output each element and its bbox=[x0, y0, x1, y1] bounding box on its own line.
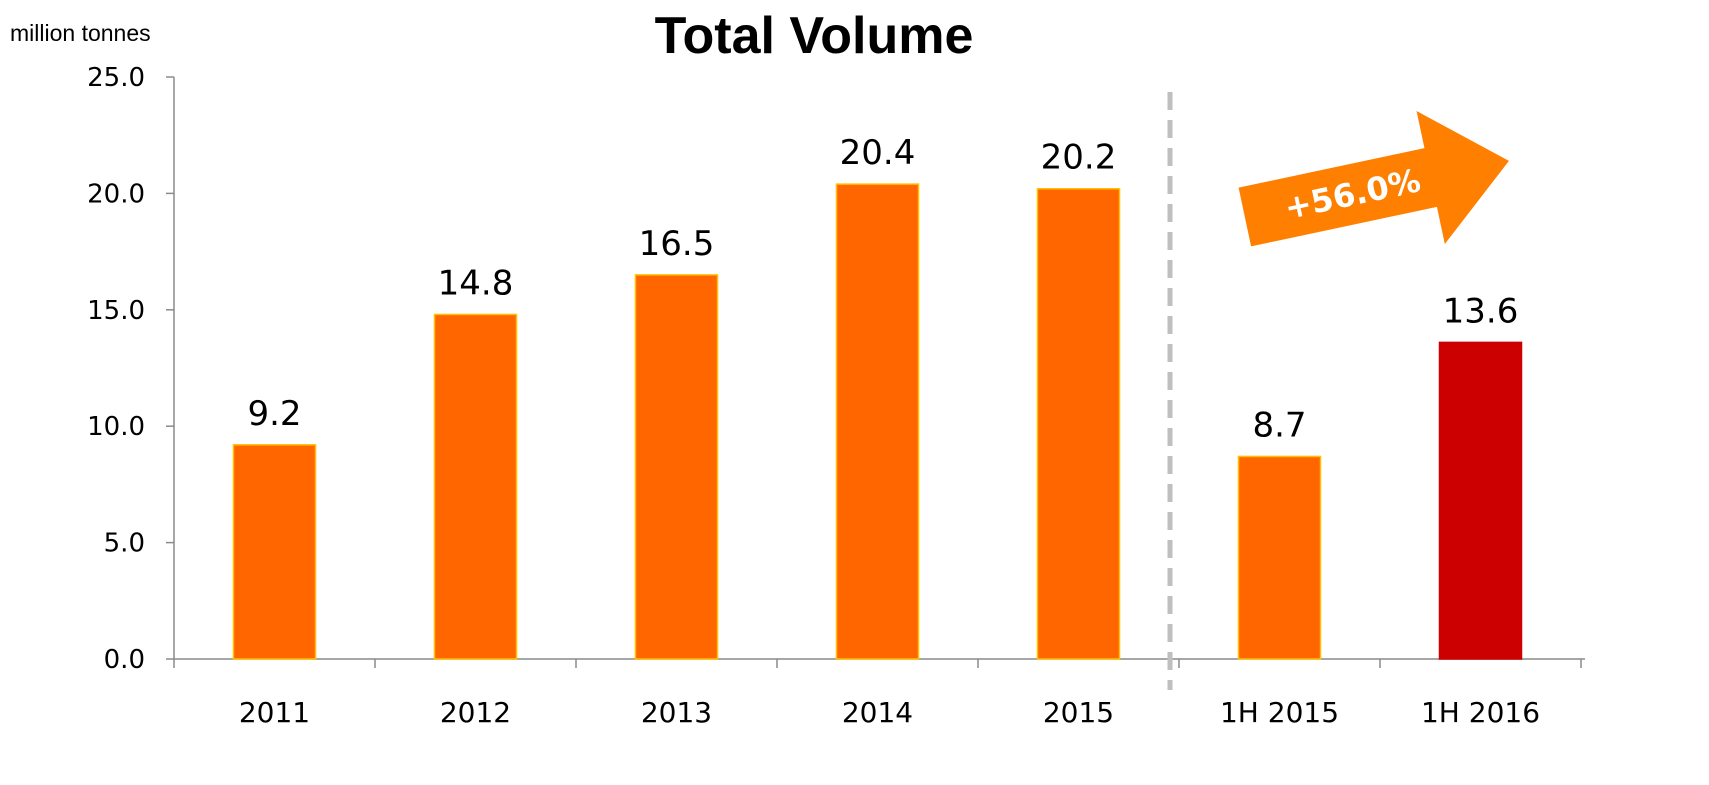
arrow-right-up-icon: +56.0% bbox=[1238, 111, 1509, 247]
bar-2014 bbox=[835, 183, 920, 660]
bar-1h-2015 bbox=[1237, 455, 1322, 660]
y-tick-label: 0.0 bbox=[104, 645, 145, 675]
x-tick-label: 2014 bbox=[842, 696, 913, 729]
data-label: 16.5 bbox=[639, 224, 715, 264]
data-label: 13.6 bbox=[1443, 291, 1519, 331]
y-tick-label: 25.0 bbox=[87, 63, 145, 93]
growth-arrow-shape bbox=[1238, 111, 1509, 247]
y-axis-unit-label: million tonnes bbox=[10, 20, 151, 46]
y-tick-label: 10.0 bbox=[87, 412, 145, 442]
bar-2011 bbox=[232, 444, 317, 660]
y-tick-label: 15.0 bbox=[87, 296, 145, 326]
data-label: 14.8 bbox=[438, 263, 514, 303]
chart-title: Total Volume bbox=[654, 7, 974, 65]
y-tick-label: 20.0 bbox=[87, 179, 145, 209]
x-tick-label: 1H 2016 bbox=[1421, 696, 1540, 729]
bar-2015 bbox=[1036, 187, 1121, 660]
bar-2012 bbox=[433, 313, 518, 660]
data-label: 20.2 bbox=[1041, 138, 1117, 178]
data-label: 8.7 bbox=[1252, 405, 1306, 445]
y-tick-label: 5.0 bbox=[104, 529, 145, 559]
bar-2013 bbox=[634, 274, 719, 660]
x-tick-label: 2011 bbox=[239, 696, 310, 729]
x-tick-label: 1H 2015 bbox=[1220, 696, 1339, 729]
data-label: 20.4 bbox=[840, 133, 916, 173]
x-tick-label: 2012 bbox=[440, 696, 511, 729]
bar-1h-2016 bbox=[1438, 341, 1523, 660]
data-label: 9.2 bbox=[247, 394, 301, 434]
x-tick-label: 2015 bbox=[1043, 696, 1114, 729]
x-tick-label: 2013 bbox=[641, 696, 712, 729]
